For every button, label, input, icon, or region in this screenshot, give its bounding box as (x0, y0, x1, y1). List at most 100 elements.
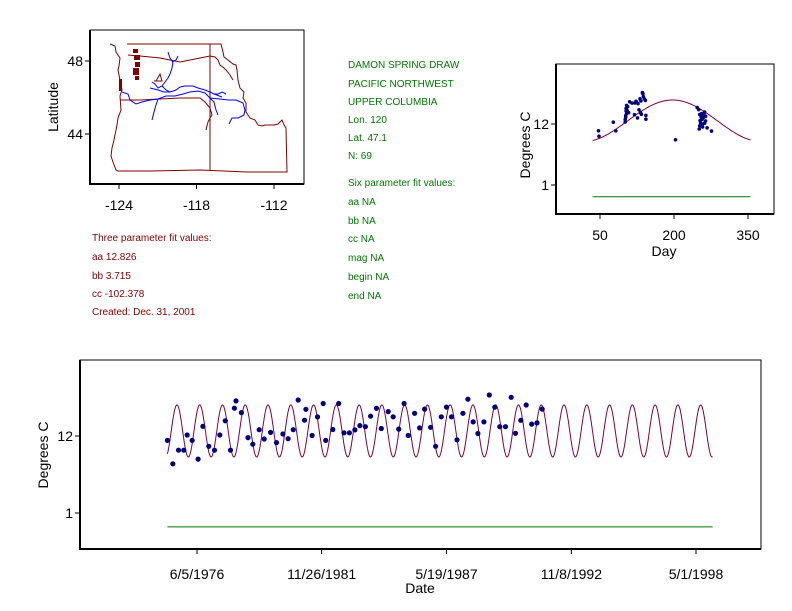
date-chart-data-point (368, 413, 374, 419)
map-y-axis-label: Latitude (45, 82, 61, 132)
date-chart-data-point (422, 406, 428, 412)
date-chart-data-point (233, 398, 239, 404)
map-y-tick-label: 44 (67, 126, 83, 142)
date-chart-data-point (314, 414, 321, 420)
date-chart-data-point (460, 410, 466, 416)
site-region: PACIFIC NORTHWEST (348, 79, 454, 90)
day-chart-data-point (705, 126, 709, 130)
day-chart-fit-curve (592, 99, 751, 142)
day-chart-data-point (637, 108, 641, 112)
date-chart-frame (79, 359, 762, 550)
date-chart-y-tick-label: 12 (57, 428, 73, 444)
date-chart-data-point (227, 447, 234, 453)
date-chart-data-point (211, 447, 218, 453)
day-chart-data-point (639, 112, 644, 117)
date-chart-data-point (508, 394, 514, 400)
day-chart-data-point (614, 129, 618, 133)
date-chart-data-point (465, 396, 471, 402)
date-chart-data-point (184, 432, 190, 438)
day-chart-data-point (644, 113, 648, 118)
six-param-end: end NA (348, 291, 382, 302)
day-chart-data-point (630, 101, 634, 105)
day-chart-data-point (703, 114, 708, 118)
site-basin: UPPER COLUMBIA (348, 97, 438, 108)
date-chart-data-point (195, 456, 201, 462)
date-chart-data-point (206, 443, 212, 449)
day-chart-data-point (596, 129, 601, 133)
date-chart-data-point (412, 410, 418, 416)
day-chart-data-point (611, 120, 616, 124)
rivers (121, 51, 246, 125)
date-chart-data-point (290, 427, 296, 433)
date-chart-data-point (250, 441, 256, 447)
date-chart-data-point (323, 437, 329, 443)
day-chart-data-point (673, 138, 678, 142)
date-chart-data-point (417, 425, 423, 431)
date-chart-data-point (539, 406, 545, 412)
date-chart-x-tick-label: 5/1/1998 (669, 566, 724, 582)
date-chart-data-point (385, 409, 391, 415)
site-info: DAMON SPRING DRAW PACIFIC NORTHWEST UPPE… (348, 60, 460, 162)
date-chart-data-point (373, 405, 380, 411)
date-chart-data-point (181, 447, 187, 453)
date-chart-x-tick-label: 5/19/1987 (415, 566, 477, 582)
date-chart-data-point (492, 404, 498, 410)
day-chart-data-point (709, 129, 714, 133)
date-chart-data-point (175, 447, 182, 453)
date-chart-data-point (273, 440, 280, 446)
date-chart-data-point (362, 424, 368, 430)
day-chart: 50 200 350 1 12 Day Degrees C (517, 63, 775, 259)
date-chart-data-point (454, 437, 460, 443)
map-y-tick-label: 48 (67, 53, 83, 69)
date-chart-data-point (309, 432, 315, 439)
date-chart-x-axis-label: Date (405, 580, 435, 596)
six-parameter-fit: Six parameter fit values: aa NA bb NA cc… (348, 178, 455, 302)
date-chart-data-point (285, 436, 291, 442)
date-chart-data-point (303, 406, 309, 412)
date-chart-data-point (428, 424, 434, 430)
day-chart-data-point (636, 101, 640, 106)
day-chart-y-axis-label: Degrees C (517, 112, 533, 179)
three-param-title: Three parameter fit values: (92, 233, 212, 244)
date-chart-data-point (330, 426, 336, 433)
day-chart-data-point (632, 112, 637, 117)
date-chart-data-point (170, 461, 176, 467)
date-chart-data-point (320, 400, 326, 407)
created-date: Created: Dec. 31, 2001 (92, 307, 196, 318)
date-chart-data-point (390, 414, 396, 420)
map-x-tick-label: -112 (261, 197, 288, 213)
date-chart-data-point (189, 437, 195, 443)
date-chart-x-tick-label: 11/8/1992 (541, 566, 602, 582)
site-name: DAMON SPRING DRAW (348, 60, 460, 71)
date-chart-fit-curve (166, 404, 713, 458)
day-chart-data-point (635, 116, 640, 120)
day-chart-data-point (703, 119, 708, 123)
date-chart-data-point (378, 425, 384, 432)
site-latitude: Lat. 47.1 (348, 133, 387, 144)
date-chart-data-point (396, 426, 402, 432)
day-chart-y-tick-label: 12 (533, 116, 549, 132)
site-longitude: Lon. 120 (348, 115, 387, 126)
day-chart-data-point (699, 124, 704, 128)
day-chart-data-point (644, 117, 648, 121)
puget-sound-islands (119, 49, 140, 91)
date-chart-data-point (518, 417, 524, 423)
day-chart-x-axis-label: Day (652, 243, 677, 259)
date-chart-x-tick-label: 11/26/1981 (287, 566, 356, 582)
six-param-aa: aa NA (348, 197, 376, 208)
date-chart-y-tick-label: 1 (65, 505, 73, 521)
day-chart-data-point (643, 98, 648, 103)
day-chart-data-point (623, 120, 627, 124)
date-chart-data-point (164, 437, 170, 443)
date-chart-data-point (433, 443, 439, 449)
map-frame (89, 29, 305, 185)
date-chart-data-point (256, 427, 262, 433)
day-chart-data-point (639, 99, 643, 103)
map-x-tick-label: -118 (183, 197, 210, 213)
date-chart-data-point (352, 427, 358, 433)
map-x-tick-label: -124 (105, 197, 133, 213)
date-chart-data-point (217, 432, 223, 438)
three-parameter-fit: Three parameter fit values: aa 12.826 bb… (92, 233, 212, 318)
date-chart-data-point (222, 418, 228, 424)
day-chart-x-tick-label: 200 (662, 227, 686, 243)
